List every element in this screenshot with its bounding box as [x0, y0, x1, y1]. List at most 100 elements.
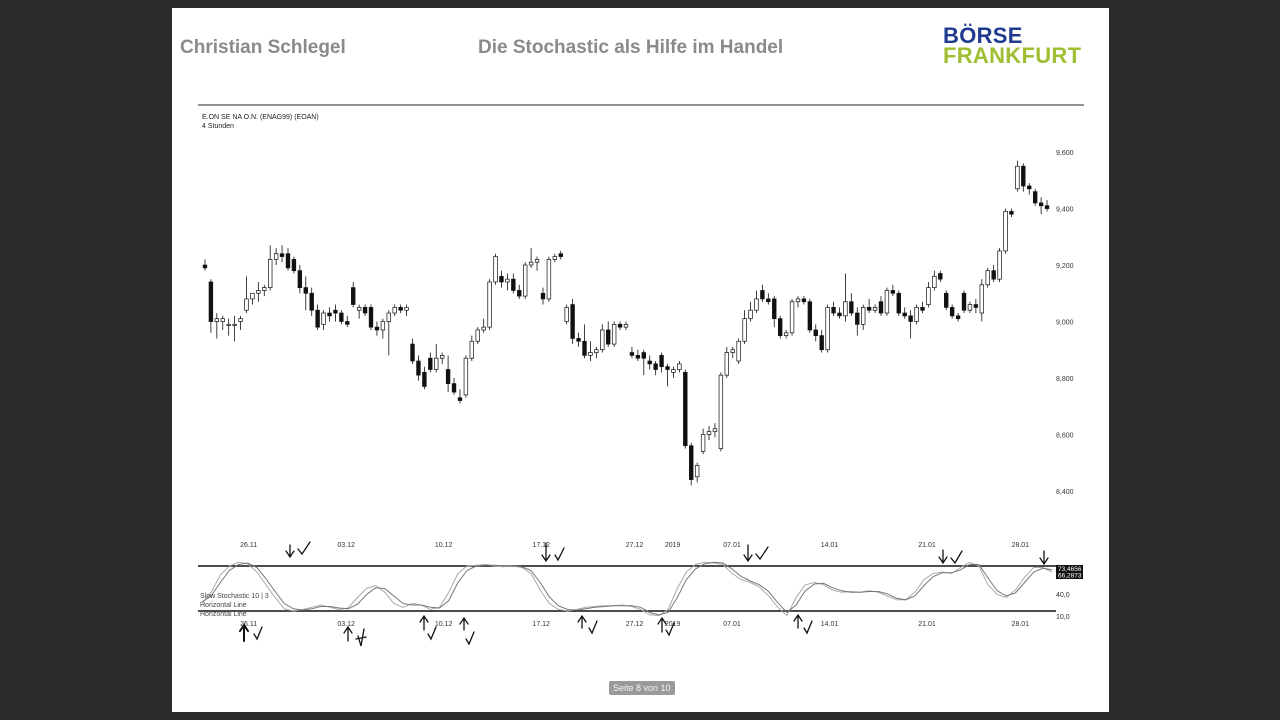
candle-body — [748, 309, 753, 320]
x-tick-label-bottom: 27.12 — [626, 621, 644, 628]
candle-body — [736, 340, 741, 362]
x-tick-label-top: 28.01 — [1012, 542, 1030, 549]
candle — [938, 270, 943, 282]
legend-horizontal-line-1: Horizontal Line — [200, 602, 247, 609]
x-tick-label-bottom: 07.01 — [723, 621, 741, 628]
candle — [208, 279, 214, 333]
candle-body — [262, 287, 267, 291]
candle — [813, 324, 818, 342]
candle-body — [410, 343, 415, 362]
candle — [849, 293, 854, 316]
candle — [825, 304, 830, 353]
candle-body — [285, 253, 291, 269]
candle-body — [564, 307, 569, 322]
candle-body — [351, 287, 356, 305]
stochastic-line — [201, 561, 1053, 616]
candle-body — [653, 363, 658, 370]
candle-body — [967, 304, 973, 311]
check-mark — [588, 620, 598, 635]
candle-body — [837, 312, 842, 317]
candle — [576, 332, 581, 347]
candle-body — [1009, 211, 1014, 215]
candle — [451, 377, 457, 395]
candle — [333, 304, 338, 322]
candle-body — [938, 273, 943, 280]
candle-body — [677, 363, 682, 370]
candle — [997, 248, 1002, 282]
check-mark — [427, 626, 437, 641]
slide-title: Die Stochastic als Hilfe im Handel — [478, 37, 784, 58]
candle-body — [268, 259, 273, 288]
sell-arrow-mark — [285, 544, 295, 559]
check-mark — [755, 546, 769, 561]
candle — [653, 361, 658, 376]
candle — [422, 366, 427, 390]
check-mark — [665, 622, 675, 637]
candle — [754, 290, 759, 314]
candle — [315, 304, 320, 330]
candle-body — [766, 298, 771, 303]
candle-body — [890, 290, 896, 294]
x-tick-label-top: 2019 — [665, 542, 681, 549]
candle-body — [689, 445, 694, 480]
candle-body — [754, 298, 759, 311]
candle-body — [694, 465, 700, 478]
candle-body — [434, 357, 439, 370]
candle-body — [724, 352, 729, 376]
x-tick-label-bottom: 17.12 — [532, 621, 550, 628]
page-indicator[interactable]: Seite 8 von 10 — [609, 681, 675, 695]
candle-body — [606, 329, 611, 345]
candle — [766, 293, 771, 305]
x-tick-label-bottom: 10.12 — [435, 621, 453, 628]
stoch-tick-40: 40,0 — [1056, 592, 1070, 599]
candle-body — [214, 318, 220, 322]
candle — [434, 344, 439, 373]
candle — [647, 355, 652, 370]
candle — [303, 276, 308, 311]
candle — [837, 307, 842, 319]
candle — [262, 284, 267, 297]
x-tick-label-top: 14.01 — [821, 542, 839, 549]
candle-body — [291, 259, 297, 272]
candle — [949, 304, 955, 319]
candle-body — [961, 292, 967, 311]
candle — [606, 321, 611, 347]
candle — [368, 304, 374, 330]
candle-body — [813, 329, 818, 336]
candle — [944, 290, 949, 311]
candle-body — [297, 270, 303, 288]
candle-body — [309, 292, 314, 311]
candle — [902, 307, 907, 319]
candle — [362, 304, 368, 316]
candle-body — [499, 275, 504, 283]
x-tick-label-top: 17.12 — [532, 542, 550, 549]
candle-body — [819, 335, 824, 351]
candle-body — [985, 270, 990, 286]
candle-body — [1021, 165, 1026, 187]
instrument-label: E.ON SE NA O.N. (ENAG99) (EOAN) — [202, 114, 319, 121]
candle-body — [783, 332, 789, 336]
candle — [694, 462, 700, 483]
candle-body — [451, 383, 457, 393]
candle — [244, 276, 249, 314]
candle-body — [772, 298, 777, 320]
candle — [641, 349, 646, 376]
candle-body — [979, 284, 984, 314]
candle — [273, 248, 279, 266]
candle-body — [908, 315, 913, 322]
stochastic-series — [201, 561, 1053, 617]
candle-body — [244, 298, 249, 311]
candle — [511, 273, 516, 294]
candle-body — [208, 281, 214, 322]
candle-body — [327, 312, 332, 317]
candle — [600, 324, 605, 353]
candle-body — [795, 298, 801, 303]
candle — [351, 281, 356, 308]
candle — [439, 352, 445, 364]
candle — [416, 355, 421, 381]
candle — [730, 346, 735, 359]
candle-body — [671, 369, 676, 373]
stoch-tick-10: 10,0 — [1056, 614, 1070, 621]
candle — [659, 352, 664, 373]
candle-body — [558, 253, 563, 257]
